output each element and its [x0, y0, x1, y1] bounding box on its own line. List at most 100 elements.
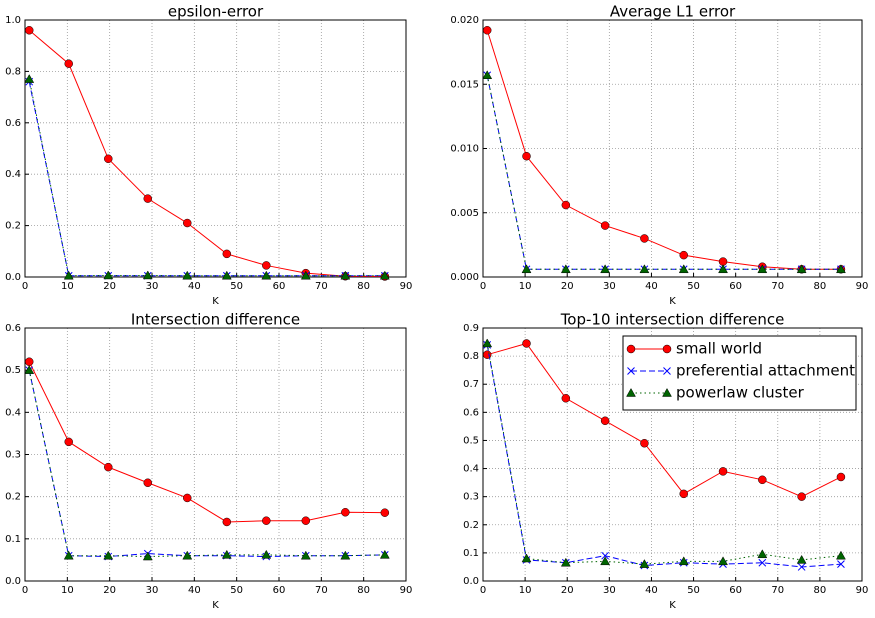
y-tick-label: 0.9 — [463, 323, 479, 334]
plot-frame — [24, 327, 407, 582]
marker — [222, 517, 232, 527]
marker — [627, 367, 635, 375]
legend-label: preferential attachment — [676, 362, 855, 380]
series-line — [28, 81, 385, 277]
marker — [662, 387, 672, 397]
marker — [626, 387, 636, 397]
marker — [300, 270, 311, 280]
marker — [796, 264, 807, 274]
x-tick-label: 20 — [561, 585, 574, 596]
plot-frame — [482, 19, 863, 278]
x-tick-label: 20 — [103, 281, 116, 292]
marker — [662, 344, 672, 354]
marker — [796, 554, 807, 564]
series-line — [486, 343, 841, 565]
marker — [758, 475, 767, 485]
x-tick-label: 10 — [519, 281, 532, 292]
marker — [601, 551, 609, 560]
x-tick-label: 90 — [856, 281, 869, 292]
marker — [758, 558, 767, 567]
x-tick-label: 0 — [480, 281, 486, 292]
marker — [757, 549, 768, 559]
x-tick-label: 90 — [400, 585, 413, 596]
x-tick-label: 20 — [103, 585, 116, 596]
y-tick-label: 0.0 — [5, 576, 21, 587]
legend: small world preferential attachment powerl… — [622, 335, 857, 411]
marker — [221, 270, 232, 280]
marker — [24, 365, 35, 374]
marker — [63, 270, 74, 280]
marker — [301, 516, 311, 525]
marker — [521, 553, 532, 563]
x-tick-label: 0 — [22, 585, 28, 596]
marker — [797, 492, 806, 501]
y-tick-label: 0.8 — [463, 351, 479, 362]
marker — [183, 218, 192, 228]
marker — [182, 550, 193, 560]
y-tick-label: 0.6 — [463, 407, 479, 418]
marker — [837, 560, 845, 568]
x-tick-label: 70 — [315, 281, 328, 292]
x-tick-label: 10 — [61, 585, 74, 596]
marker — [626, 344, 636, 354]
marker — [379, 549, 390, 559]
marker — [757, 264, 768, 274]
x-tick-label: 40 — [645, 585, 658, 596]
marker — [379, 270, 390, 280]
marker — [521, 264, 532, 274]
x-tick-label: 60 — [273, 585, 286, 596]
y-tick-label: 0.0 — [5, 272, 21, 283]
marker — [340, 550, 351, 560]
marker — [639, 264, 650, 274]
marker — [104, 462, 113, 472]
plot-frame — [482, 327, 863, 582]
x-tick-label: 60 — [729, 281, 742, 292]
chart-title: Average L1 error — [610, 3, 736, 21]
marker — [522, 151, 531, 161]
marker — [678, 264, 689, 274]
x-tick-label: 80 — [357, 585, 370, 596]
marker — [103, 550, 114, 560]
marker — [718, 467, 728, 476]
marker — [600, 221, 610, 230]
y-tick-label: 0.015 — [450, 79, 479, 90]
marker — [64, 59, 73, 68]
marker — [183, 493, 192, 503]
marker — [222, 249, 232, 259]
marker — [482, 26, 492, 35]
marker — [261, 270, 272, 280]
marker — [560, 557, 571, 567]
marker — [482, 70, 493, 80]
x-tick-label: 10 — [519, 585, 532, 596]
x-tick-label: 60 — [273, 281, 286, 292]
marker — [561, 394, 571, 403]
y-tick-label: 0.8 — [5, 66, 21, 77]
x-tick-label: 30 — [146, 585, 159, 596]
marker — [718, 556, 728, 566]
x-tick-label: 50 — [687, 585, 700, 596]
marker — [262, 261, 271, 270]
x-tick-label: 30 — [603, 281, 616, 292]
marker — [640, 234, 649, 243]
y-tick-label: 0.5 — [5, 365, 21, 376]
x-tick-label: 50 — [230, 281, 243, 292]
x-tick-label: 20 — [561, 281, 574, 292]
marker — [182, 270, 193, 280]
legend-label: powerlaw cluster — [676, 384, 805, 402]
x-tick-label: 40 — [188, 585, 201, 596]
chart-title: Top-10 intersection difference — [560, 311, 785, 329]
series-line — [28, 370, 385, 558]
legend-frame — [622, 335, 857, 411]
marker — [640, 439, 649, 448]
x-tick-label: 30 — [146, 281, 159, 292]
y-tick-label: 0.3 — [463, 492, 479, 503]
marker — [836, 472, 846, 482]
marker — [262, 516, 271, 525]
marker — [561, 200, 571, 210]
x-tick-label: 30 — [603, 585, 616, 596]
y-tick-label: 0.005 — [450, 208, 479, 219]
marker — [63, 550, 74, 560]
series-line — [28, 79, 385, 277]
